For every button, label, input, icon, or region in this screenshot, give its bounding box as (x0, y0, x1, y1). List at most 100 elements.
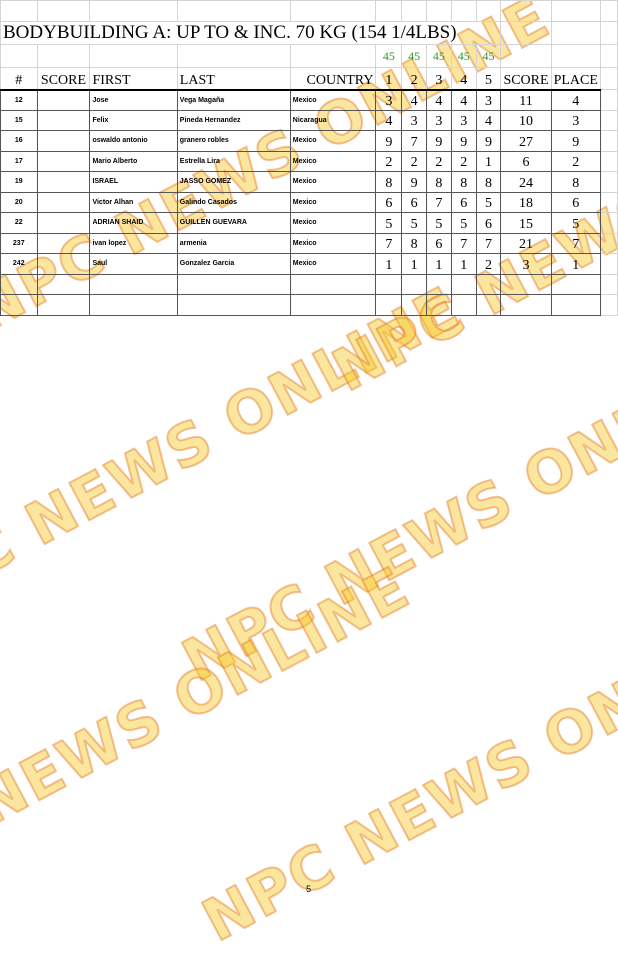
table-row: 22 ADRIAN SHAID GUILLEN GUEVARA Mexico 5 5 5 5 6… (0, 212, 618, 234)
judge-score: 9 (375, 130, 403, 152)
place: 1 (550, 253, 601, 275)
judge-score: 3 (426, 109, 452, 131)
last-name: GUILLEN GUEVARA (176, 212, 291, 234)
header-judge-2: 2 (401, 67, 428, 91)
first-name: ISRAEL (89, 171, 178, 193)
country: Mexico (289, 130, 377, 152)
empty-cell (0, 294, 38, 316)
score-cell (36, 171, 91, 193)
total-score: 21 (500, 232, 552, 254)
judge-score: 9 (475, 130, 502, 152)
judge-score: 4 (475, 109, 502, 131)
header-score: SCORE (36, 67, 91, 91)
judge-score: 4 (450, 89, 477, 111)
place: 5 (550, 212, 601, 234)
judge-score: 8 (426, 171, 452, 193)
judge-score: 8 (475, 171, 502, 193)
judge-score: 5 (401, 212, 428, 234)
judge-count: 45 (426, 44, 452, 68)
country: Mexico (289, 89, 377, 111)
empty-row (0, 273, 618, 295)
place: 9 (550, 130, 601, 152)
country: Mexico (289, 171, 377, 193)
first-name: oswaldo antonio (89, 130, 178, 152)
place: 7 (550, 232, 601, 254)
judge-count: 45 (375, 44, 403, 68)
place: 6 (550, 191, 601, 213)
empty-cell (36, 294, 91, 316)
country: Mexico (289, 150, 377, 172)
judge-score: 6 (401, 191, 428, 213)
score-cell (36, 212, 91, 234)
place: 3 (550, 109, 601, 131)
judge-score: 5 (475, 191, 502, 213)
judge-score: 5 (450, 212, 477, 234)
score-cell (36, 150, 91, 172)
total-score: 15 (500, 212, 552, 234)
header-judge-4: 4 (450, 67, 477, 91)
judge-score: 8 (401, 232, 428, 254)
judge-score: 7 (475, 232, 502, 254)
first-name: Saul (89, 253, 178, 275)
empty-cell (599, 273, 618, 295)
judge-score: 7 (450, 232, 477, 254)
competitor-number: 17 (0, 150, 38, 172)
place: 8 (550, 171, 601, 193)
country: Mexico (289, 191, 377, 213)
score-cell (36, 109, 91, 131)
empty-cell (176, 273, 291, 295)
judge-score: 1 (375, 253, 403, 275)
first-name: Jose (89, 89, 178, 111)
judge-score: 9 (426, 130, 452, 152)
empty-cell (475, 294, 502, 316)
empty-cell (289, 294, 377, 316)
empty-cell (500, 273, 552, 295)
table-row: 15 Felix Pineda Hernandez Nicaragua 4 3 3 3 4 10 3 (0, 109, 618, 131)
page-number: 5 (306, 884, 312, 894)
table-row: 237 ivan lopez armenia Mexico 7 8 6 7 7 21 7 (0, 232, 618, 254)
table-row: 17 Mario Alberto Estrella Lira Mexico 2 2 2 2 1 6… (0, 150, 618, 172)
empty-cell (0, 273, 38, 295)
empty-cell (599, 171, 618, 193)
judge-score: 6 (375, 191, 403, 213)
competitor-number: 20 (0, 191, 38, 213)
country: Nicaragua (289, 109, 377, 131)
judge-score: 1 (450, 253, 477, 275)
competitor-number: 16 (0, 130, 38, 152)
header-num: # (0, 67, 38, 91)
country: Mexico (289, 253, 377, 275)
header-judge-1: 1 (375, 67, 403, 91)
judge-score: 8 (450, 171, 477, 193)
judge-count: 45 (475, 44, 502, 68)
empty-cell (599, 191, 618, 213)
total-score: 3 (500, 253, 552, 275)
empty-cell (176, 294, 291, 316)
empty-cell (450, 294, 477, 316)
header-first: FIRST (89, 67, 178, 91)
judge-score: 7 (375, 232, 403, 254)
judge-score: 2 (426, 150, 452, 172)
judge-score: 2 (450, 150, 477, 172)
empty-cell (375, 273, 403, 295)
judge-score: 9 (401, 171, 428, 193)
table-row: 242 Saul Gonzalez Garcia Mexico 1 1 1 1 2 3 1 (0, 253, 618, 275)
score-cell (36, 232, 91, 254)
empty-cell (599, 232, 618, 254)
empty-cell (599, 150, 618, 172)
judge-score: 3 (475, 89, 502, 111)
first-name: ADRIAN SHAID (89, 212, 178, 234)
empty-row (0, 294, 618, 316)
judge-score: 4 (401, 89, 428, 111)
judge-score: 6 (426, 232, 452, 254)
judge-score: 1 (426, 253, 452, 275)
results-table: BODYBUILDING A: UP TO & INC. 70 KG (154 … (0, 0, 618, 316)
judge-score: 1 (401, 253, 428, 275)
competitor-number: 242 (0, 253, 38, 275)
judge-score: 2 (375, 150, 403, 172)
judge-score: 6 (450, 191, 477, 213)
last-name: JASSO GOMEZ (176, 171, 291, 193)
header-country: COUNTRY (289, 67, 377, 91)
total-score: 11 (500, 89, 552, 111)
country: Mexico (289, 212, 377, 234)
table-row: 12 Jose Vega Magaña Mexico 3 4 4 4 3 11 4 (0, 89, 618, 111)
